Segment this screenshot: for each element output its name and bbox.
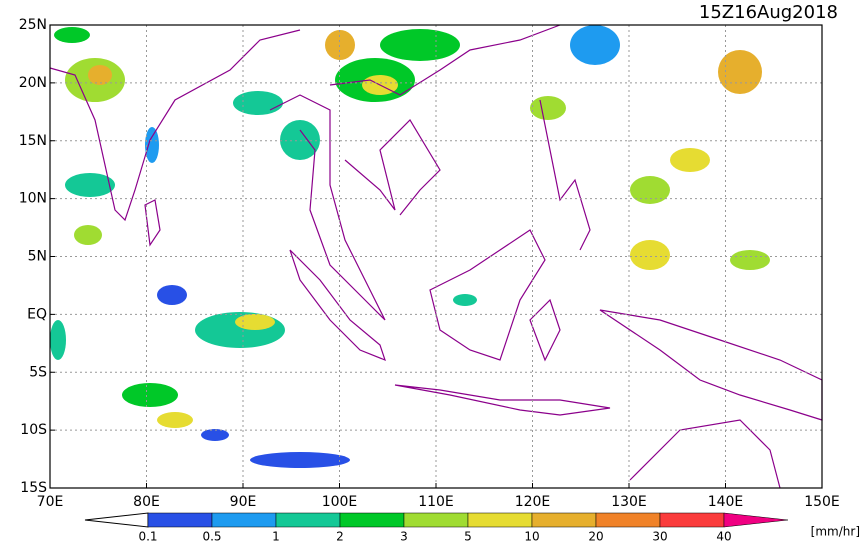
colorbar-segment (531, 512, 597, 528)
colorbar-segment (467, 512, 533, 528)
colorbar-label: 0.1 (138, 530, 157, 544)
lat-label: 10N (19, 191, 47, 207)
colorbar-label: 40 (716, 530, 731, 544)
colorbar-label: 2 (336, 530, 344, 544)
colorbar-segment (595, 512, 661, 528)
colorbar-segment (339, 512, 405, 528)
lat-label: 20N (19, 75, 47, 91)
lat-label: 25N (19, 17, 47, 33)
lon-label: 120E (515, 494, 551, 510)
colorbar-segment (275, 512, 341, 528)
colorbar-label: 20 (588, 530, 603, 544)
lon-label: 110E (418, 494, 454, 510)
colorbar-label: 10 (524, 530, 539, 544)
colorbar-label: 1 (272, 530, 280, 544)
colorbar-label: 3 (400, 530, 408, 544)
lon-label: 80E (133, 494, 160, 510)
lat-label: 5N (28, 249, 47, 265)
lon-label: 140E (708, 494, 744, 510)
colorbar-segment (147, 512, 213, 528)
colorbar-segment (403, 512, 469, 528)
precipitation (50, 25, 770, 468)
lon-label: 130E (611, 494, 647, 510)
lon-label: 70E (37, 494, 64, 510)
colorbar-segment (659, 512, 725, 528)
lat-label: EQ (27, 306, 47, 322)
lat-label: 15N (19, 133, 47, 149)
colorbar-segment (211, 512, 277, 528)
lon-label: 150E (804, 494, 840, 510)
lat-label: 15S (20, 480, 47, 496)
colorbar-label: 5 (464, 530, 472, 544)
lon-label: 90E (230, 494, 257, 510)
lon-label: 100E (322, 494, 358, 510)
colorbar-high (723, 512, 789, 528)
colorbar-low (84, 512, 149, 528)
lat-label: 10S (20, 422, 47, 438)
map-frame (49, 24, 823, 489)
colorbar-unit: [mm/hr] (811, 525, 860, 539)
colorbar-label: 30 (652, 530, 667, 544)
lat-label: 5S (29, 364, 47, 380)
colorbar-label: 0.5 (202, 530, 221, 544)
map-title: 15Z16Aug2018 (699, 2, 838, 23)
